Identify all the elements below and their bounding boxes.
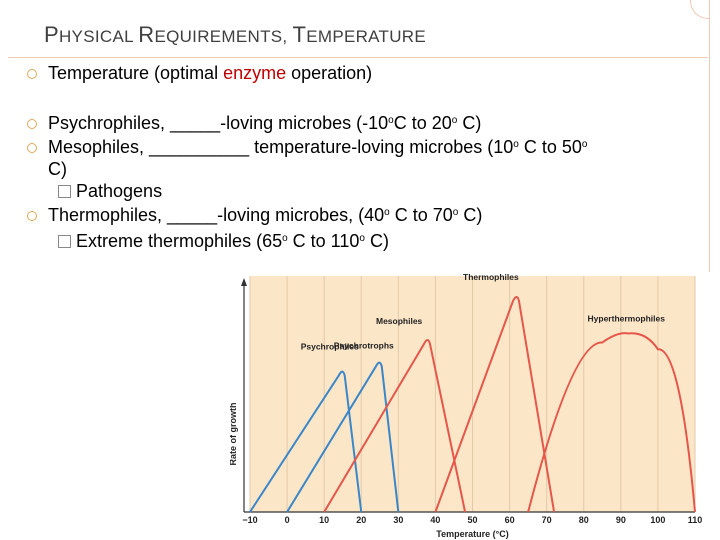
x-tick-label: 80 [579, 515, 589, 525]
series-label: Psychrophiles [301, 342, 359, 352]
decorative-rule [8, 57, 708, 58]
series-curve [434, 296, 556, 513]
title-part: TEMPERATURE [292, 22, 427, 47]
x-tick-label: −10 [242, 515, 257, 525]
x-tick-label: 110 [688, 515, 703, 525]
x-tick-label: 10 [319, 515, 329, 525]
series-curve [323, 338, 467, 513]
x-tick-label: 30 [393, 515, 403, 525]
series-label: Hyperthermophiles [588, 313, 666, 323]
series-curve [527, 332, 696, 513]
bullet-marker-icon [27, 143, 37, 153]
sub-bullet-pathogens: Pathogens [76, 181, 163, 201]
bullet-psychrophiles: Psychrophiles, _____-loving microbes (-1… [48, 113, 482, 133]
decorative-corner [690, 0, 709, 19]
decorative-rail [709, 0, 710, 272]
x-tick-label: 70 [542, 515, 552, 525]
title-part: PHYSICAL [44, 22, 139, 47]
series-curve [286, 361, 400, 513]
title-part: REQUIREMENTS, [138, 22, 293, 47]
x-tick-label: 100 [650, 515, 665, 525]
bullet-mesophiles: Mesophiles, __________ temperature-lovin… [48, 137, 588, 179]
x-tick-label: 20 [356, 515, 366, 525]
series-label: Psychrotrophs [334, 341, 394, 351]
bullet-temperature: Temperature (optimal enzyme operation) [48, 63, 373, 83]
sub-bullet-box-icon [58, 235, 71, 248]
bullet-marker-icon [27, 211, 37, 221]
slide-title: PHYSICAL REQUIREMENTS, TEMPERATURE [44, 22, 426, 48]
x-tick-label: 90 [616, 515, 626, 525]
x-tick-label: 0 [285, 515, 290, 525]
y-axis-label: Rate of growth [230, 403, 238, 466]
x-tick-label: 40 [430, 515, 440, 525]
x-axis-label: Temperature (°C) [436, 529, 508, 539]
series-label: Mesophiles [376, 316, 423, 326]
x-tick-label: 50 [467, 515, 477, 525]
sub-bullet-extreme-thermophiles: Extreme thermophiles (65o C to 110o C) [76, 231, 389, 251]
series-label: Thermophiles [463, 272, 519, 282]
bullet-marker-icon [27, 119, 37, 129]
growth-rate-chart: −10 0 10 20 30 40 50 60 70 80 90 100 110 Temperature … [230, 272, 703, 539]
series-curve [249, 370, 363, 513]
sub-bullet-box-icon [58, 185, 71, 198]
enzyme-highlight: enzyme [223, 63, 287, 83]
y-axis-arrow [241, 278, 247, 286]
x-tick-label: 60 [505, 515, 515, 525]
bullet-marker-icon [27, 69, 37, 79]
bullet-thermophiles: Thermophiles, _____-loving microbes, (40… [48, 205, 483, 225]
